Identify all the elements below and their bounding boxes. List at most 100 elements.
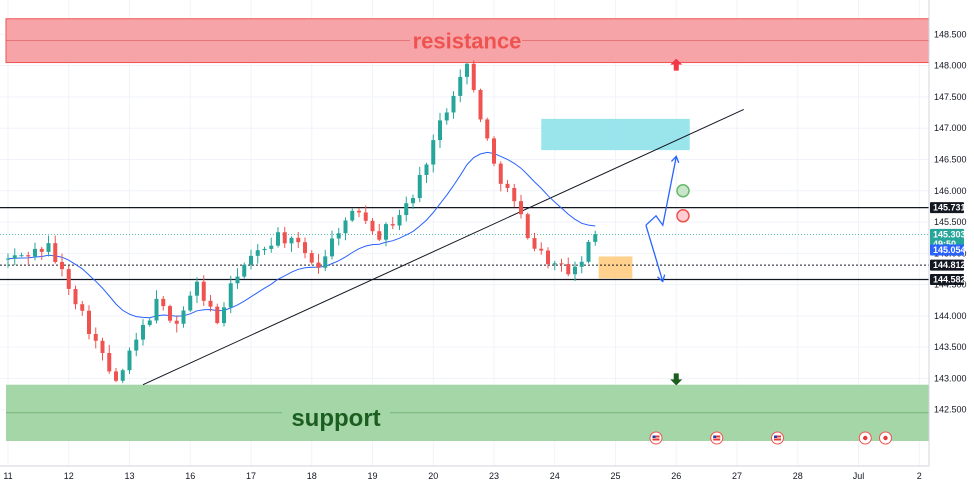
candle[interactable] xyxy=(471,60,476,93)
ascending-trendline[interactable] xyxy=(142,109,744,386)
candle[interactable] xyxy=(573,261,577,282)
price-axis[interactable]: 142.500143.000143.500144.000144.500145.0… xyxy=(934,29,967,414)
candle[interactable] xyxy=(498,161,503,192)
candle[interactable] xyxy=(33,242,37,261)
candle[interactable] xyxy=(249,249,253,270)
candle[interactable] xyxy=(93,327,98,349)
candle[interactable] xyxy=(242,262,247,279)
candle[interactable] xyxy=(377,223,382,242)
candle[interactable] xyxy=(276,227,280,248)
candle[interactable] xyxy=(134,332,139,357)
candle[interactable] xyxy=(357,208,361,218)
candle[interactable] xyxy=(262,246,267,255)
candle[interactable] xyxy=(120,368,125,384)
us-flag-event-icon[interactable] xyxy=(649,431,663,445)
candle[interactable] xyxy=(215,303,220,325)
economic-event-icon[interactable] xyxy=(879,431,892,445)
candle[interactable] xyxy=(12,248,17,266)
candle[interactable] xyxy=(397,209,402,230)
candle[interactable] xyxy=(323,249,328,272)
candle[interactable] xyxy=(593,230,598,246)
time-axis[interactable]: 11 12 13 16 17 18 19 20 23 24 25 26 27 28 Jul 2 xyxy=(3,471,921,480)
candle[interactable] xyxy=(100,337,105,361)
candle[interactable] xyxy=(168,304,172,324)
candle[interactable] xyxy=(390,217,395,230)
candle[interactable] xyxy=(66,265,71,296)
candle[interactable] xyxy=(53,235,58,264)
candle[interactable] xyxy=(26,251,31,266)
candle[interactable] xyxy=(579,256,584,274)
candle[interactable] xyxy=(330,230,334,260)
candle[interactable] xyxy=(127,347,132,374)
us-flag-event-icon[interactable] xyxy=(710,431,724,445)
candle[interactable] xyxy=(424,162,429,183)
candle[interactable] xyxy=(269,237,274,253)
candle[interactable] xyxy=(201,275,206,307)
candle[interactable] xyxy=(525,212,530,240)
candle[interactable] xyxy=(73,285,78,310)
bullish-projection-path xyxy=(645,156,677,227)
candle[interactable] xyxy=(444,108,449,125)
candle[interactable] xyxy=(255,244,260,264)
candle[interactable] xyxy=(6,253,10,268)
candle[interactable] xyxy=(188,291,193,312)
candle[interactable] xyxy=(336,227,341,246)
candle[interactable] xyxy=(208,294,213,312)
candle[interactable] xyxy=(559,258,564,272)
candle[interactable] xyxy=(363,205,368,225)
candle[interactable] xyxy=(228,275,233,314)
candle[interactable] xyxy=(465,62,469,85)
candle[interactable] xyxy=(46,235,51,257)
candle[interactable] xyxy=(532,232,537,252)
candle[interactable] xyxy=(384,222,388,247)
candle[interactable] xyxy=(147,317,152,327)
candle[interactable] xyxy=(87,305,91,340)
candle[interactable] xyxy=(552,260,557,271)
candle[interactable] xyxy=(181,306,186,328)
candle[interactable] xyxy=(343,217,348,241)
candle[interactable] xyxy=(39,246,44,260)
candle[interactable] xyxy=(458,69,463,103)
candle[interactable] xyxy=(350,208,355,222)
economic-event-icon[interactable] xyxy=(858,431,872,445)
candle[interactable] xyxy=(80,300,85,316)
candle[interactable] xyxy=(19,252,24,257)
candle[interactable] xyxy=(370,218,375,236)
candle[interactable] xyxy=(114,367,118,383)
candle[interactable] xyxy=(438,112,442,148)
candle[interactable] xyxy=(289,236,294,252)
candle[interactable] xyxy=(519,194,523,219)
candle[interactable] xyxy=(141,319,145,346)
candle[interactable] xyxy=(309,250,314,265)
candle[interactable] xyxy=(161,295,166,311)
candle[interactable] xyxy=(586,240,591,264)
candle[interactable] xyxy=(404,196,409,222)
candle[interactable] xyxy=(492,136,496,167)
candle[interactable] xyxy=(485,117,490,141)
candle[interactable] xyxy=(296,232,301,249)
candle[interactable] xyxy=(539,242,544,255)
candle[interactable] xyxy=(60,253,64,277)
candle[interactable] xyxy=(222,302,226,327)
candle[interactable] xyxy=(195,277,199,304)
candle[interactable] xyxy=(411,194,415,209)
candle[interactable] xyxy=(316,253,321,274)
candle[interactable] xyxy=(451,91,456,119)
candle[interactable] xyxy=(417,166,422,203)
candle[interactable] xyxy=(505,179,510,193)
candle[interactable] xyxy=(303,237,307,259)
candle[interactable] xyxy=(512,183,517,208)
us-flag-event-icon[interactable] xyxy=(771,431,784,445)
candle[interactable] xyxy=(235,268,240,289)
candle[interactable] xyxy=(546,247,550,269)
candle[interactable] xyxy=(431,134,436,173)
candle[interactable] xyxy=(282,226,287,248)
candle[interactable] xyxy=(566,257,571,277)
candle[interactable] xyxy=(154,290,159,324)
candle[interactable] xyxy=(174,315,179,333)
candle[interactable] xyxy=(478,88,483,123)
candle[interactable] xyxy=(107,344,112,374)
candles[interactable] xyxy=(6,60,598,384)
